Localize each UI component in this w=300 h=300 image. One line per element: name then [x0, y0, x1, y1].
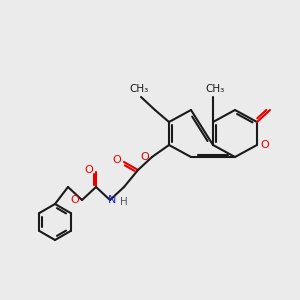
Text: O: O — [70, 195, 80, 205]
Text: O: O — [141, 152, 149, 162]
Text: O: O — [112, 155, 122, 165]
Text: CH₃: CH₃ — [129, 84, 148, 94]
Text: O: O — [261, 140, 269, 150]
Text: H: H — [120, 197, 128, 207]
Text: N: N — [108, 195, 116, 205]
Text: CH₃: CH₃ — [206, 84, 225, 94]
Text: O: O — [85, 165, 93, 175]
